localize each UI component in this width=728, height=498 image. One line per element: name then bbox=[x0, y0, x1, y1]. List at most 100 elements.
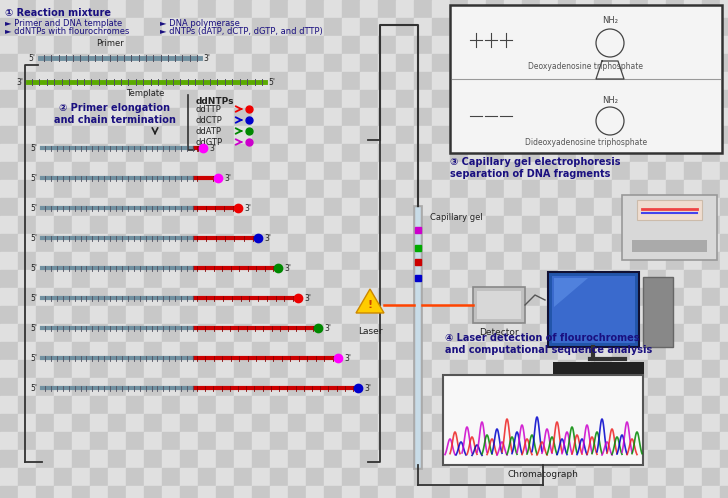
Bar bbox=[558, 270, 576, 288]
Bar bbox=[72, 288, 90, 306]
Bar bbox=[684, 198, 702, 216]
Bar bbox=[54, 0, 72, 18]
Bar bbox=[180, 0, 198, 18]
Text: ddTTP: ddTTP bbox=[196, 105, 222, 114]
Bar bbox=[648, 252, 666, 270]
Bar bbox=[54, 162, 72, 180]
Bar bbox=[702, 216, 720, 234]
Bar bbox=[54, 126, 72, 144]
Bar bbox=[90, 18, 108, 36]
Bar bbox=[252, 450, 270, 468]
Bar bbox=[666, 126, 684, 144]
Bar bbox=[252, 90, 270, 108]
Bar bbox=[270, 0, 288, 18]
Bar bbox=[558, 450, 576, 468]
Bar bbox=[72, 18, 90, 36]
Bar bbox=[0, 126, 18, 144]
Bar bbox=[90, 324, 108, 342]
Bar bbox=[414, 108, 432, 126]
Bar bbox=[342, 54, 360, 72]
Bar bbox=[504, 126, 522, 144]
Bar bbox=[360, 468, 378, 486]
Bar bbox=[324, 54, 342, 72]
Bar bbox=[468, 378, 486, 396]
Bar bbox=[396, 126, 414, 144]
Bar bbox=[378, 216, 396, 234]
Bar bbox=[72, 306, 90, 324]
Bar bbox=[486, 468, 504, 486]
Bar bbox=[504, 18, 522, 36]
Bar bbox=[180, 108, 198, 126]
Bar bbox=[288, 450, 306, 468]
Bar bbox=[486, 378, 504, 396]
Bar bbox=[432, 306, 450, 324]
Bar bbox=[252, 54, 270, 72]
Bar bbox=[540, 90, 558, 108]
Bar bbox=[198, 252, 216, 270]
Bar bbox=[306, 234, 324, 252]
Bar bbox=[468, 180, 486, 198]
Bar bbox=[522, 270, 540, 288]
Bar bbox=[360, 324, 378, 342]
Bar bbox=[504, 486, 522, 498]
Bar bbox=[720, 18, 728, 36]
Bar bbox=[702, 360, 720, 378]
Bar bbox=[720, 306, 728, 324]
Bar bbox=[36, 198, 54, 216]
Bar bbox=[378, 432, 396, 450]
Bar bbox=[720, 450, 728, 468]
Bar bbox=[144, 72, 162, 90]
Bar bbox=[216, 288, 234, 306]
Bar bbox=[360, 216, 378, 234]
Bar bbox=[0, 486, 18, 498]
Bar bbox=[450, 270, 468, 288]
Bar bbox=[54, 414, 72, 432]
Bar bbox=[108, 432, 126, 450]
Bar bbox=[468, 360, 486, 378]
Text: 3': 3' bbox=[304, 293, 311, 302]
Bar bbox=[486, 324, 504, 342]
Bar bbox=[144, 324, 162, 342]
Bar bbox=[108, 324, 126, 342]
Bar bbox=[468, 324, 486, 342]
Bar bbox=[162, 342, 180, 360]
Bar bbox=[432, 0, 450, 18]
Bar bbox=[684, 108, 702, 126]
Bar bbox=[432, 126, 450, 144]
Bar bbox=[702, 324, 720, 342]
Bar bbox=[36, 144, 54, 162]
Bar bbox=[594, 108, 612, 126]
Bar bbox=[54, 180, 72, 198]
Bar bbox=[342, 306, 360, 324]
Bar bbox=[360, 198, 378, 216]
Bar bbox=[252, 198, 270, 216]
Bar bbox=[522, 396, 540, 414]
Bar bbox=[126, 108, 144, 126]
Bar bbox=[504, 450, 522, 468]
Bar bbox=[90, 468, 108, 486]
Bar bbox=[144, 180, 162, 198]
Bar bbox=[414, 486, 432, 498]
Bar bbox=[378, 360, 396, 378]
Bar bbox=[342, 162, 360, 180]
Bar bbox=[486, 90, 504, 108]
Bar bbox=[486, 288, 504, 306]
Bar bbox=[342, 180, 360, 198]
Bar bbox=[18, 414, 36, 432]
Bar bbox=[666, 414, 684, 432]
Bar bbox=[378, 54, 396, 72]
Bar bbox=[432, 36, 450, 54]
Bar bbox=[432, 198, 450, 216]
Bar bbox=[306, 198, 324, 216]
Bar bbox=[342, 432, 360, 450]
Bar bbox=[720, 90, 728, 108]
Bar bbox=[594, 234, 612, 252]
Bar bbox=[162, 252, 180, 270]
Bar bbox=[486, 486, 504, 498]
Bar bbox=[468, 306, 486, 324]
Bar bbox=[72, 0, 90, 18]
Bar bbox=[576, 198, 594, 216]
Bar bbox=[324, 198, 342, 216]
Bar bbox=[18, 450, 36, 468]
Bar bbox=[396, 486, 414, 498]
